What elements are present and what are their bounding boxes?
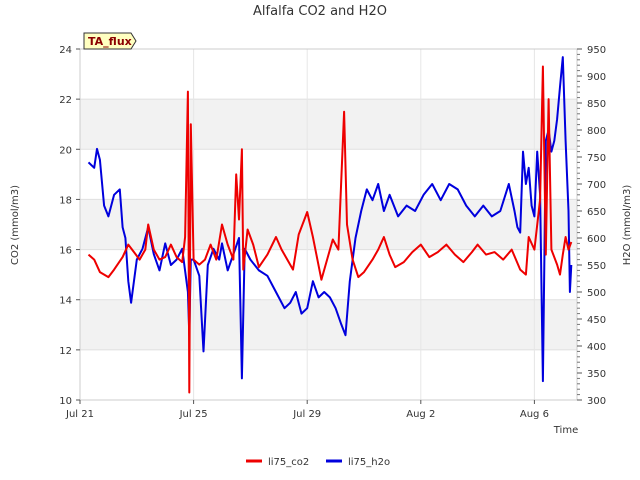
y-tick-label: 16 (59, 246, 72, 257)
y2-tick-label: 400 (587, 342, 606, 353)
x-tick-label: Jul 29 (292, 409, 321, 420)
grid-band (80, 99, 577, 150)
grid-band (80, 199, 577, 250)
x-tick-label: Jul 25 (179, 409, 208, 420)
y2-tick-label: 350 (587, 369, 606, 380)
x-axis-label: Time (553, 425, 578, 436)
y-axis-label: CO2 (mmol/m3) (10, 185, 21, 265)
ta-flux-badge: TA_flux (83, 32, 137, 50)
y2-axis-label: H2O (mmol/m3) (622, 185, 633, 266)
series-line-li75_h2o (87, 56, 573, 383)
series-line-li75_co2 (87, 65, 573, 394)
x-axis-ticks: Jul 21 Jul 25 Jul 29 Aug 2 Aug 6 (65, 400, 549, 420)
legend-label-co2: li75_co2 (268, 457, 309, 468)
y-tick-label: 24 (59, 45, 72, 56)
x-tick-label: Jul 21 (65, 409, 94, 420)
grid-bands (80, 48, 577, 401)
legend-label-h2o: li75_h2o (348, 457, 390, 468)
y2-tick-label: 850 (587, 99, 606, 110)
left-axis-ticks: 10 12 14 16 18 20 22 24 (59, 45, 80, 407)
y-tick-label: 22 (59, 95, 72, 106)
grid-band (80, 299, 577, 350)
x-tick-label: Aug 6 (520, 409, 549, 420)
y2-tick-label: 950 (587, 45, 606, 56)
right-axis-ticks: 300 350 400 450 500 550 600 650 700 750 800 850 900 9… (577, 45, 606, 407)
y2-tick-label: 700 (587, 180, 606, 191)
legend: li75_co2 li75_h2o (246, 457, 390, 468)
y2-tick-label: 600 (587, 234, 606, 245)
y2-tick-label: 750 (587, 153, 606, 164)
y2-tick-label: 300 (587, 396, 606, 407)
y2-tick-label: 900 (587, 72, 606, 83)
y-tick-label: 10 (59, 396, 72, 407)
chart-title: Alfalfa CO2 and H2O (253, 4, 387, 19)
y2-tick-label: 500 (587, 288, 606, 299)
x-tick-label: Aug 2 (406, 409, 435, 420)
y-tick-label: 12 (59, 346, 72, 357)
y2-tick-label: 550 (587, 261, 606, 272)
y-tick-label: 20 (59, 145, 72, 156)
y2-tick-label: 650 (587, 207, 606, 218)
y-tick-label: 18 (59, 195, 72, 206)
y2-tick-label: 800 (587, 126, 606, 137)
series-layer (87, 56, 573, 394)
y-tick-label: 14 (59, 296, 72, 307)
plot-frame (79, 48, 578, 401)
badge-shape (83, 32, 137, 50)
badge-label: TA_flux (88, 35, 132, 48)
y2-tick-label: 450 (587, 315, 606, 326)
